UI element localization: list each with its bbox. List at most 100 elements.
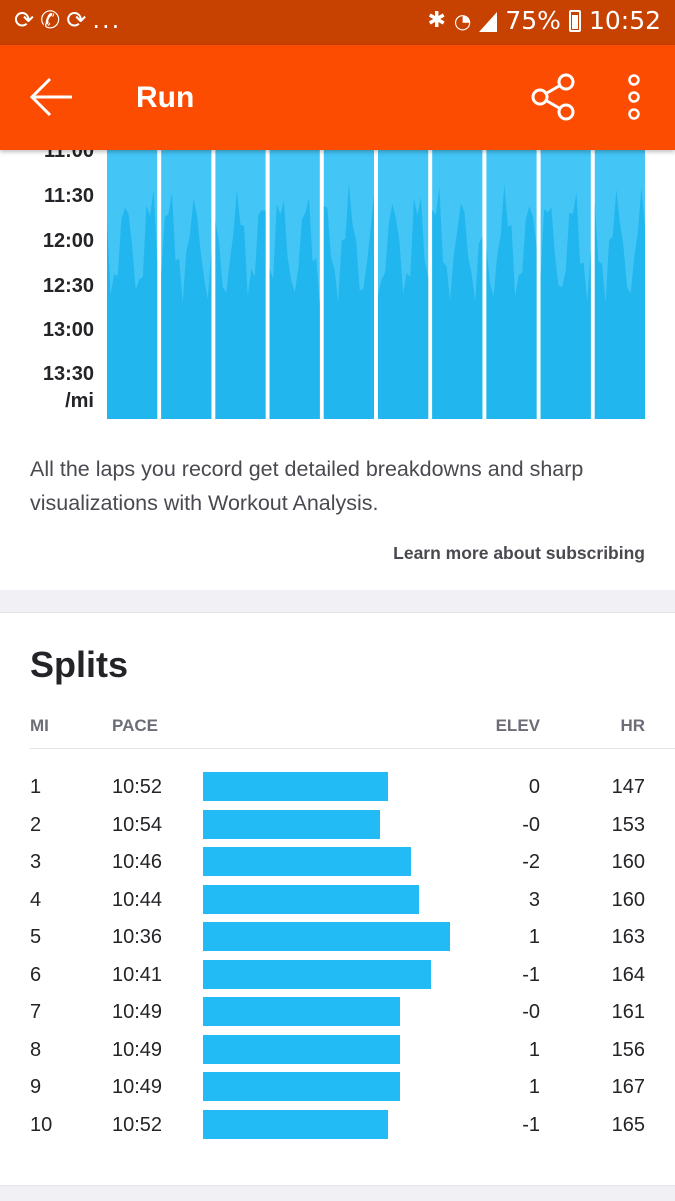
y-tick-label: 13:00 [42,319,94,341]
lap-chart: 11:00 11:30 12:00 12:30 13:00 13:30 /mi [0,150,675,430]
page-title: Run [136,81,195,114]
battery-icon [568,9,581,32]
header-divider [30,748,675,749]
app-bar: Run [0,45,675,150]
bluetooth-icon: ✱ [427,8,446,33]
battery-percent: 75% [505,6,561,35]
split-heart-rate: 153 [611,813,645,836]
split-elevation: 3 [528,888,540,911]
signal-icon [479,11,498,32]
split-pace: 10:44 [112,888,163,911]
split-pace: 10:54 [112,813,163,836]
split-heart-rate: 147 [611,776,645,798]
lap-bar [378,150,429,419]
more-options-button[interactable] [618,71,650,123]
lap-bar [161,150,212,419]
split-elevation: 1 [528,926,540,948]
split-pace: 10:49 [112,1001,163,1023]
split-row: 1 10:52 0 147 [0,768,675,806]
split-mile: 8 [30,1038,42,1061]
split-pace: 10:36 [112,926,163,948]
clock: 10:52 [588,6,661,35]
split-row: 4 10:44 3 160 [0,881,675,919]
split-row: 7 10:49 -0 161 [0,993,675,1031]
pace-bar [203,772,388,801]
pace-bar [203,1072,400,1101]
pace-bar [203,847,412,876]
wifi-icon: ◔ [453,8,472,33]
more-vertical-icon [628,74,640,120]
lap-bar [486,150,537,419]
lap-bar [215,150,266,419]
split-elevation: 1 [528,1076,540,1098]
y-tick-label: 11:30 [43,185,94,207]
y-tick-label: 11:00 [43,150,94,162]
split-mile: 10 [30,1113,53,1136]
split-mile: 5 [30,926,42,948]
split-mile: 7 [30,1001,42,1023]
lap-bar [323,150,374,419]
split-elevation: -0 [522,1001,540,1023]
split-heart-rate: 167 [611,1076,645,1098]
splits-table: 1 10:52 0 147 2 10:54 -0 153 3 10:46 -2 160 4 10:44 3 1… [0,768,675,1143]
header-mi: MI [30,716,49,735]
split-mile: 9 [30,1076,42,1098]
split-pace: 10:49 [112,1038,163,1061]
split-heart-rate: 165 [611,1113,645,1136]
split-heart-rate: 160 [611,888,645,911]
lap-bar [269,150,320,419]
system-indicators: ✱ ◔ 75% 10:52 [427,6,661,35]
y-tick-label: 13:30 [42,363,94,385]
lap-bar [432,150,483,419]
sync-icon: ⟳ [66,6,89,34]
lap-bar [540,150,591,419]
status-bar: ⟳ ✆ ⟳... ✱ ◔ 75% 10:52 [0,0,675,45]
split-mile: 4 [30,888,42,911]
back-button[interactable] [28,75,76,119]
split-pace: 10:52 [112,776,163,798]
split-row: 3 10:46 -2 160 [0,843,675,881]
split-pace: 10:52 [112,1113,163,1136]
pace-bar [203,959,431,989]
split-row: 5 10:36 1 163 [0,918,675,956]
share-icon [531,73,575,121]
split-elevation: -1 [522,963,540,986]
split-elevation: -2 [522,851,540,873]
share-button[interactable] [528,71,580,123]
pace-bar [203,1109,388,1139]
header-pace: PACE [112,716,158,735]
lap-bar [107,150,158,419]
split-row: 8 10:49 1 156 [0,1031,675,1069]
notification-icons: ⟳ ✆ ⟳... [14,6,125,34]
pace-bar [203,809,381,839]
more-notifications-icon: ... [92,6,122,34]
split-pace: 10:41 [112,963,163,986]
pace-bar [203,1034,400,1064]
lap-bar [594,150,645,419]
section-divider [0,590,675,613]
pace-bar [203,922,451,951]
split-heart-rate: 156 [611,1038,645,1061]
split-elevation: 0 [528,776,540,798]
split-mile: 2 [30,813,42,836]
split-pace: 10:49 [112,1076,163,1098]
header-hr: HR [620,716,645,735]
split-row: 2 10:54 -0 153 [0,806,675,844]
pace-bar [203,884,420,914]
y-unit-label: /mi [65,390,94,412]
learn-more-link[interactable]: Learn more about subscribing [393,543,645,563]
y-tick-label: 12:00 [42,230,94,252]
split-pace: 10:46 [112,851,163,873]
sync-icon: ⟳ [14,6,37,34]
y-tick-label: 12:30 [42,275,94,297]
split-mile: 1 [30,776,42,798]
arrow-left-icon [29,77,72,117]
split-row: 6 10:41 -1 164 [0,956,675,994]
split-heart-rate: 164 [611,963,645,986]
split-heart-rate: 163 [611,926,645,948]
split-row: 9 10:49 1 167 [0,1068,675,1106]
header-elev: ELEV [495,716,540,735]
split-heart-rate: 161 [611,1001,645,1023]
section-divider [0,1185,675,1201]
lap-chart-plot [103,150,645,419]
